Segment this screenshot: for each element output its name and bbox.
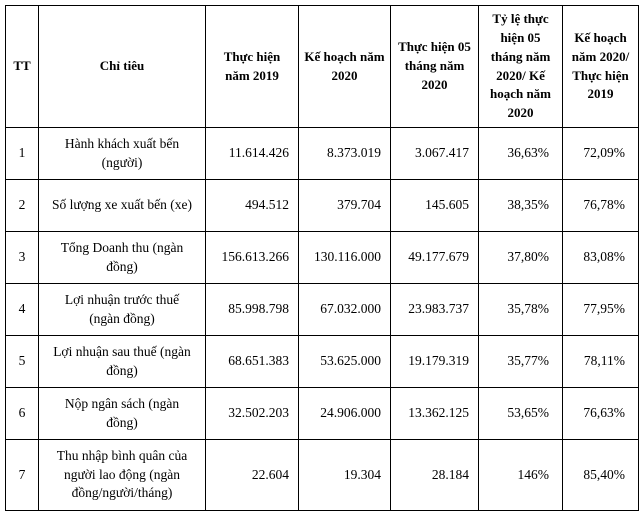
table-row: 6 Nộp ngân sách (ngàn đồng) 32.502.203 2… <box>5 387 639 440</box>
value-plan-2020: 8.373.019 <box>298 127 391 180</box>
value-plan-2020: 130.116.000 <box>298 231 391 284</box>
table-row: 1 Hành khách xuất bến (người) 11.614.426… <box>5 127 639 180</box>
value-ratio-actual-plan: 38,35% <box>478 179 563 232</box>
report-table: TT Chỉ tiêu Thực hiện năm 2019 Kế hoạch … <box>5 5 639 511</box>
header-ratio-actual-plan: Tỷ lệ thực hiện 05 tháng năm 2020/ Kế ho… <box>478 5 563 128</box>
row-label: Thu nhập bình quân của người lao động (n… <box>38 439 206 511</box>
value-actual-5m-2020: 145.605 <box>390 179 479 232</box>
table-row: 5 Lợi nhuận sau thuế (ngàn đồng) 68.651.… <box>5 335 639 388</box>
table-row: 4 Lợi nhuận trước thuế (ngàn đồng) 85.99… <box>5 283 639 336</box>
value-ratio-actual-plan: 35,77% <box>478 335 563 388</box>
value-ratio-plan-2019: 76,63% <box>562 387 639 440</box>
row-label: Lợi nhuận sau thuế (ngàn đồng) <box>38 335 206 388</box>
document-page: TT Chỉ tiêu Thực hiện năm 2019 Kế hoạch … <box>5 5 639 511</box>
value-plan-2020: 19.304 <box>298 439 391 511</box>
value-ratio-actual-plan: 35,78% <box>478 283 563 336</box>
value-actual-2019: 22.604 <box>205 439 299 511</box>
value-actual-5m-2020: 3.067.417 <box>390 127 479 180</box>
row-number: 6 <box>5 387 39 440</box>
header-indicator: Chỉ tiêu <box>38 5 206 128</box>
row-number: 5 <box>5 335 39 388</box>
value-ratio-plan-2019: 77,95% <box>562 283 639 336</box>
header-plan-2020: Kế hoạch năm 2020 <box>298 5 391 128</box>
value-actual-2019: 494.512 <box>205 179 299 232</box>
value-ratio-plan-2019: 83,08% <box>562 231 639 284</box>
row-label: Tổng Doanh thu (ngàn đồng) <box>38 231 206 284</box>
value-ratio-actual-plan: 36,63% <box>478 127 563 180</box>
row-label: Lợi nhuận trước thuế (ngàn đồng) <box>38 283 206 336</box>
value-ratio-actual-plan: 37,80% <box>478 231 563 284</box>
row-number: 1 <box>5 127 39 180</box>
value-actual-2019: 156.613.266 <box>205 231 299 284</box>
table-row: 3 Tổng Doanh thu (ngàn đồng) 156.613.266… <box>5 231 639 284</box>
header-tt: TT <box>5 5 39 128</box>
value-plan-2020: 53.625.000 <box>298 335 391 388</box>
value-ratio-plan-2019: 85,40% <box>562 439 639 511</box>
row-label: Hành khách xuất bến (người) <box>38 127 206 180</box>
value-actual-5m-2020: 49.177.679 <box>390 231 479 284</box>
table-body: 1 Hành khách xuất bến (người) 11.614.426… <box>5 127 639 511</box>
value-plan-2020: 67.032.000 <box>298 283 391 336</box>
row-number: 7 <box>5 439 39 511</box>
row-label: Nộp ngân sách (ngàn đồng) <box>38 387 206 440</box>
value-ratio-plan-2019: 78,11% <box>562 335 639 388</box>
header-row: TT Chỉ tiêu Thực hiện năm 2019 Kế hoạch … <box>5 5 639 128</box>
table-row: 2 Số lượng xe xuất bến (xe) 494.512 379.… <box>5 179 639 232</box>
value-actual-2019: 68.651.383 <box>205 335 299 388</box>
value-actual-5m-2020: 28.184 <box>390 439 479 511</box>
header-actual-2019: Thực hiện năm 2019 <box>205 5 299 128</box>
value-ratio-actual-plan: 146% <box>478 439 563 511</box>
value-ratio-plan-2019: 72,09% <box>562 127 639 180</box>
value-actual-2019: 11.614.426 <box>205 127 299 180</box>
table-header: TT Chỉ tiêu Thực hiện năm 2019 Kế hoạch … <box>5 5 639 128</box>
header-ratio-plan-2019: Kế hoạch năm 2020/ Thực hiện 2019 <box>562 5 639 128</box>
value-ratio-plan-2019: 76,78% <box>562 179 639 232</box>
row-number: 3 <box>5 231 39 284</box>
value-plan-2020: 24.906.000 <box>298 387 391 440</box>
value-ratio-actual-plan: 53,65% <box>478 387 563 440</box>
header-actual-5m-2020: Thực hiện 05 tháng năm 2020 <box>390 5 479 128</box>
value-actual-5m-2020: 23.983.737 <box>390 283 479 336</box>
value-actual-2019: 32.502.203 <box>205 387 299 440</box>
value-actual-5m-2020: 13.362.125 <box>390 387 479 440</box>
value-actual-2019: 85.998.798 <box>205 283 299 336</box>
value-plan-2020: 379.704 <box>298 179 391 232</box>
row-label: Số lượng xe xuất bến (xe) <box>38 179 206 232</box>
value-actual-5m-2020: 19.179.319 <box>390 335 479 388</box>
row-number: 4 <box>5 283 39 336</box>
table-row: 7 Thu nhập bình quân của người lao động … <box>5 439 639 511</box>
row-number: 2 <box>5 179 39 232</box>
